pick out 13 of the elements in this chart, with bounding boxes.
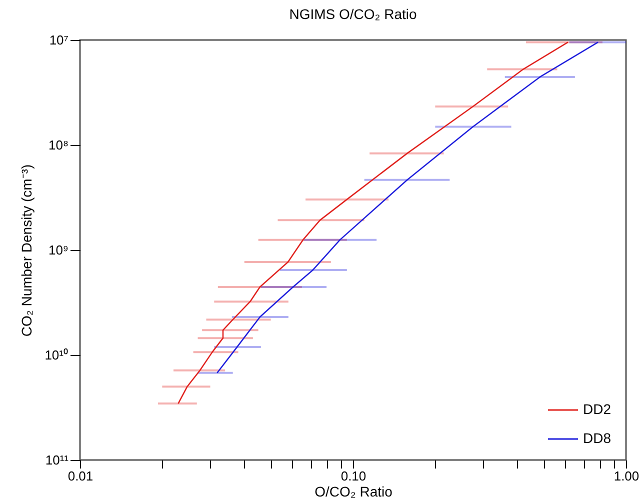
legend-label: DD2 xyxy=(583,401,612,417)
y-tick-label: 10⁹ xyxy=(48,242,68,258)
legend-label: DD8 xyxy=(583,430,612,446)
y-tick-label: 10¹¹ xyxy=(45,452,70,468)
x-axis-title: O/CO₂ Ratio xyxy=(314,484,393,500)
x-tick-label: 1.00 xyxy=(614,468,640,484)
y-tick-label: 10⁷ xyxy=(49,32,69,48)
chart-title: NGIMS O/CO₂ Ratio xyxy=(289,6,417,22)
x-tick-label: 0.01 xyxy=(68,468,94,484)
y-axis-title: CO₂ Number Density (cm⁻³) xyxy=(18,164,35,337)
y-tick-label: 10¹⁰ xyxy=(44,348,68,362)
y-tick-label: 10⁸ xyxy=(48,138,68,152)
x-tick-label: 0.10 xyxy=(340,468,366,484)
